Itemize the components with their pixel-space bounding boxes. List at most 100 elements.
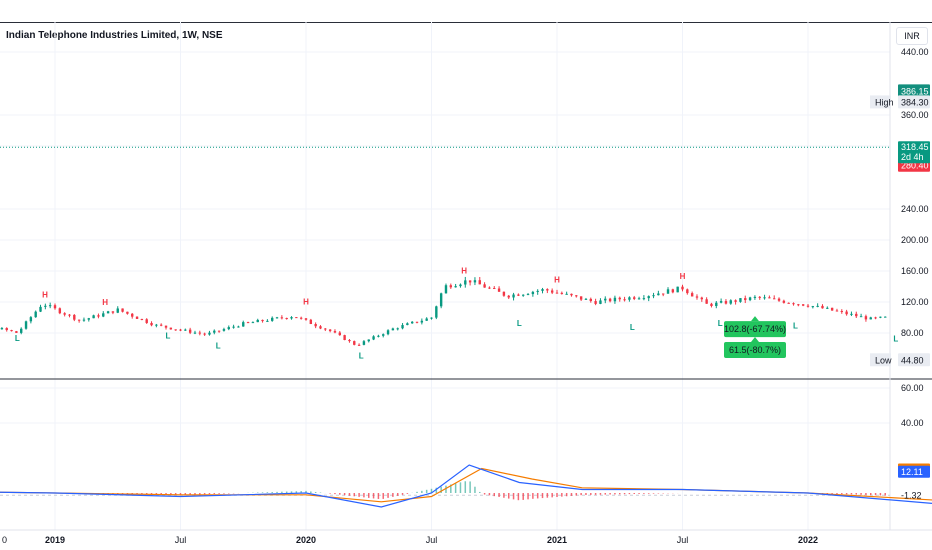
pivot-annotations: HHHHHHHHHHHLLLLLLLLLLL (15, 266, 898, 361)
candle-body (328, 329, 332, 332)
currency-button[interactable]: INR (896, 27, 928, 45)
macd-value-badge: 12.11 (898, 465, 930, 478)
candle-body (357, 344, 361, 346)
candle-body (261, 319, 264, 322)
time-tick-label: 2021 (547, 535, 567, 545)
candle-body (483, 284, 486, 288)
candle-body (0, 328, 4, 330)
pivot-high-label: H (303, 297, 309, 306)
candle-body (251, 322, 255, 324)
pivot-low-label: L (359, 352, 364, 361)
fib-pointer (751, 337, 759, 343)
candle-body (690, 293, 694, 297)
candle-body (150, 322, 153, 326)
candle-body (628, 297, 631, 300)
candle-body (410, 321, 414, 324)
price-tick-label: 440.00 (901, 47, 929, 57)
price-caption-box (870, 95, 891, 109)
price-tick-label: 120.00 (901, 297, 929, 307)
candle-body (811, 306, 815, 308)
candle-body (584, 298, 588, 300)
candle-body (53, 305, 57, 309)
candle-body (116, 308, 119, 313)
chart-title: Indian Telephone Industries Limited, 1W,… (6, 30, 223, 41)
candle-body (459, 284, 462, 287)
price-tick-label: 160.00 (901, 266, 929, 276)
candle-body (87, 318, 90, 320)
grid (0, 22, 932, 531)
candle-body (77, 319, 81, 321)
candle-body (623, 299, 626, 301)
candle-body (517, 294, 520, 296)
candle-body (198, 332, 202, 334)
candle-body (126, 311, 129, 314)
candle-body (570, 293, 573, 296)
candle-body (661, 293, 665, 295)
current-price-text: 318.45 (901, 142, 929, 152)
pivot-high-label: H (461, 266, 467, 275)
candle-body (82, 319, 86, 321)
candle-body (642, 298, 646, 300)
candle-body (541, 289, 544, 291)
candle-body (237, 326, 240, 328)
candle-body (362, 341, 366, 345)
candle-body (213, 330, 216, 333)
price-label-text: 44.80 (901, 355, 924, 365)
candle-body (203, 333, 206, 335)
candle-body (227, 327, 230, 330)
candle-body (444, 285, 448, 294)
macd-line (0, 464, 932, 508)
candle-body (73, 314, 76, 320)
candle-body (782, 300, 786, 303)
candle-body (613, 297, 617, 302)
candle-body (579, 296, 583, 300)
candle-body (377, 335, 380, 337)
candle-body (522, 294, 525, 296)
candle-body (758, 296, 761, 298)
pivot-low-label: L (793, 321, 798, 330)
candle-body (531, 291, 535, 295)
candle-body (280, 317, 284, 319)
candle-body (855, 313, 858, 317)
price-caption: High (875, 97, 894, 107)
candle-body (34, 311, 37, 318)
candle-body (604, 298, 607, 301)
candle-body (575, 295, 578, 297)
candle-body (68, 314, 71, 316)
candle-body (763, 297, 766, 299)
candle-body (159, 324, 163, 326)
candle-body (217, 330, 221, 332)
candle-body (652, 295, 655, 297)
candle-body (406, 323, 409, 326)
candle-body (353, 341, 356, 345)
candle-body (497, 288, 501, 292)
candle-body (840, 311, 843, 313)
candle-body (777, 298, 781, 301)
price-label-low: Low 44.80 (870, 353, 930, 367)
macd-tick-label: 40.00 (901, 418, 924, 428)
candle-body (753, 296, 757, 298)
price-label-high: High 384.30 (870, 95, 930, 109)
candle-body (681, 286, 684, 290)
candle-body (729, 300, 732, 304)
candle-body (816, 305, 819, 307)
candle-body (58, 308, 62, 314)
time-tick-label: 2020 (296, 535, 316, 545)
candle-body (29, 317, 33, 322)
candle-body (715, 302, 718, 307)
candle-body (295, 317, 298, 319)
candle-body (290, 317, 293, 319)
candle-body (106, 311, 110, 314)
candle-body (507, 295, 510, 298)
candle-body (806, 305, 810, 307)
candle-body (830, 307, 834, 311)
fib-labels: 102.8(-67.74%) 61.5(-80.7%) (724, 316, 786, 359)
macd-badge-box (898, 465, 930, 478)
candle-body (869, 317, 872, 320)
candle-body (787, 302, 790, 304)
candle-body (850, 313, 853, 315)
candle-body (15, 331, 18, 333)
candle-body (140, 318, 144, 320)
